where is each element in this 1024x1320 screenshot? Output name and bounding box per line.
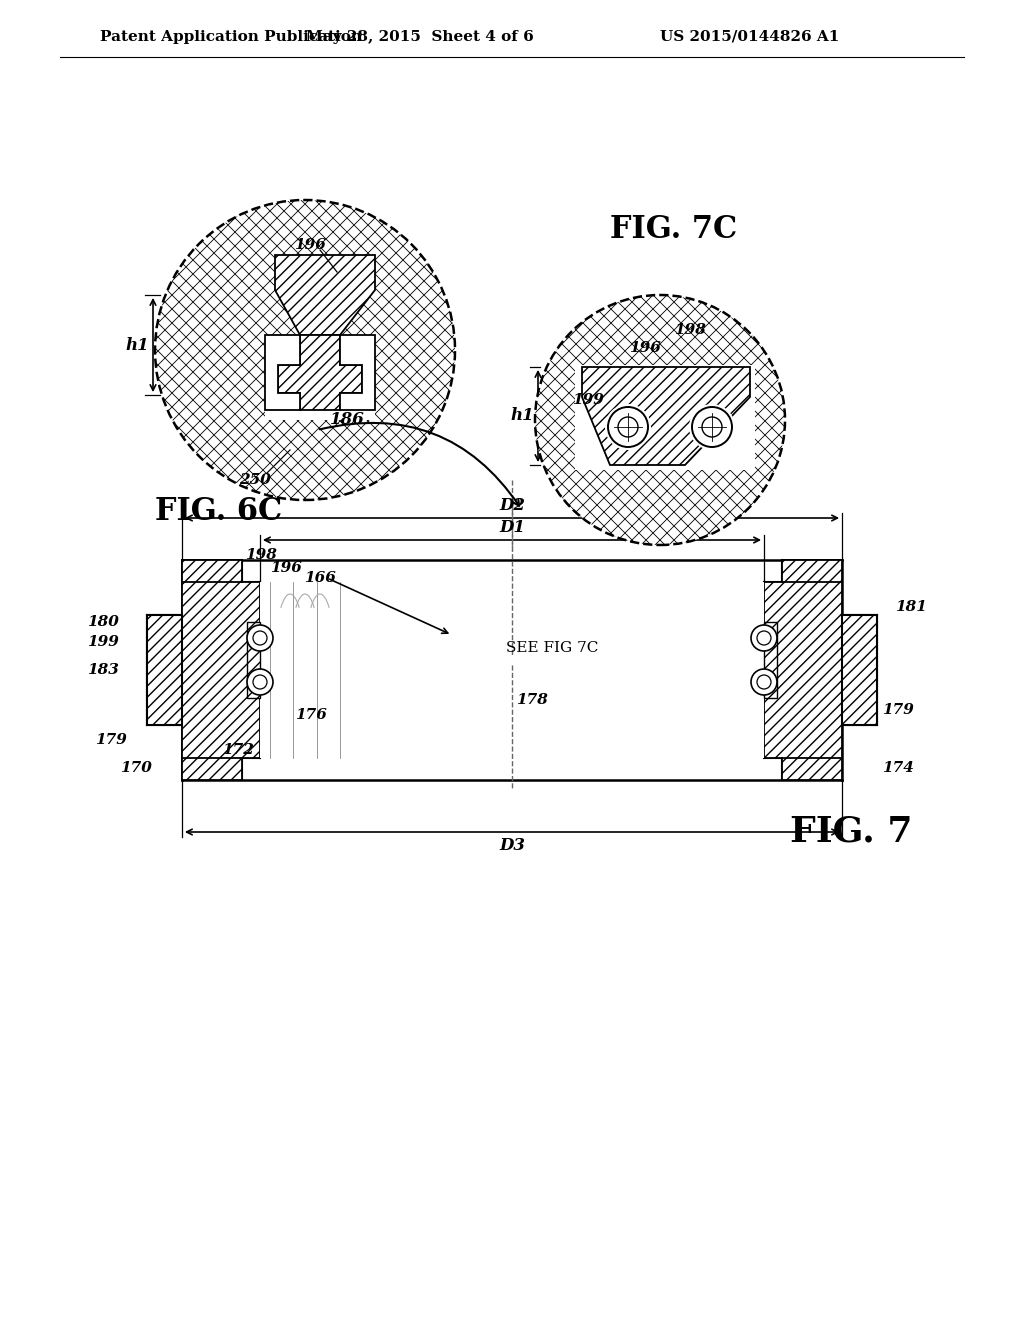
- Polygon shape: [782, 758, 842, 780]
- Text: 178: 178: [516, 693, 548, 708]
- Text: D2: D2: [499, 496, 525, 513]
- Text: 176: 176: [295, 708, 327, 722]
- Text: 170: 170: [120, 762, 152, 775]
- Polygon shape: [265, 335, 300, 411]
- Text: SEE FIG 7C: SEE FIG 7C: [506, 642, 598, 655]
- Polygon shape: [764, 560, 842, 780]
- Circle shape: [253, 675, 267, 689]
- Circle shape: [751, 669, 777, 696]
- Text: 172: 172: [222, 743, 254, 756]
- Text: 166: 166: [304, 572, 336, 585]
- Text: US 2015/0144826 A1: US 2015/0144826 A1: [660, 30, 840, 44]
- Polygon shape: [182, 758, 242, 780]
- Circle shape: [155, 201, 455, 500]
- Polygon shape: [575, 366, 755, 470]
- Circle shape: [247, 624, 273, 651]
- Text: 181: 181: [895, 601, 927, 614]
- Circle shape: [618, 417, 638, 437]
- Circle shape: [535, 294, 785, 545]
- Circle shape: [751, 624, 777, 651]
- Polygon shape: [275, 255, 375, 335]
- Polygon shape: [782, 560, 842, 582]
- Polygon shape: [247, 622, 260, 698]
- Text: 186: 186: [330, 412, 365, 429]
- Text: May 28, 2015  Sheet 4 of 6: May 28, 2015 Sheet 4 of 6: [306, 30, 534, 44]
- Text: 183: 183: [87, 663, 119, 677]
- Circle shape: [702, 417, 722, 437]
- Circle shape: [253, 631, 267, 645]
- Circle shape: [689, 404, 735, 450]
- Text: 174: 174: [882, 762, 913, 775]
- Polygon shape: [278, 335, 362, 411]
- Polygon shape: [132, 550, 892, 789]
- Text: D1: D1: [499, 519, 525, 536]
- Circle shape: [247, 624, 273, 651]
- Circle shape: [247, 669, 273, 696]
- Text: h1: h1: [125, 337, 148, 354]
- Polygon shape: [340, 335, 375, 411]
- Text: FIG. 7C: FIG. 7C: [610, 214, 737, 246]
- Circle shape: [608, 407, 648, 447]
- Text: 198: 198: [674, 323, 706, 337]
- Text: 196: 196: [294, 238, 326, 252]
- Text: 198: 198: [245, 548, 276, 562]
- Text: D3: D3: [499, 837, 525, 854]
- Text: 180: 180: [87, 615, 119, 630]
- Polygon shape: [842, 615, 877, 725]
- Circle shape: [605, 404, 651, 450]
- Polygon shape: [275, 255, 375, 335]
- Circle shape: [751, 669, 777, 696]
- Polygon shape: [764, 622, 777, 698]
- Polygon shape: [582, 367, 750, 465]
- Polygon shape: [260, 582, 764, 758]
- Text: Patent Application Publication: Patent Application Publication: [100, 30, 362, 44]
- Polygon shape: [265, 335, 375, 420]
- Text: FIG. 7: FIG. 7: [790, 814, 912, 849]
- Text: 179: 179: [95, 733, 127, 747]
- Polygon shape: [182, 560, 242, 582]
- Polygon shape: [182, 560, 260, 780]
- Circle shape: [692, 407, 732, 447]
- Text: 250: 250: [239, 473, 271, 487]
- Circle shape: [757, 631, 771, 645]
- Text: 199: 199: [572, 393, 604, 407]
- Polygon shape: [147, 615, 182, 725]
- Text: 196: 196: [629, 341, 660, 355]
- Text: 199: 199: [87, 635, 119, 649]
- Circle shape: [751, 624, 777, 651]
- Text: 196: 196: [270, 561, 302, 576]
- Circle shape: [757, 675, 771, 689]
- Polygon shape: [182, 560, 260, 780]
- Text: h1: h1: [510, 408, 534, 425]
- Text: 179: 179: [882, 704, 913, 717]
- Text: FIG. 6C: FIG. 6C: [155, 496, 283, 528]
- Circle shape: [247, 669, 273, 696]
